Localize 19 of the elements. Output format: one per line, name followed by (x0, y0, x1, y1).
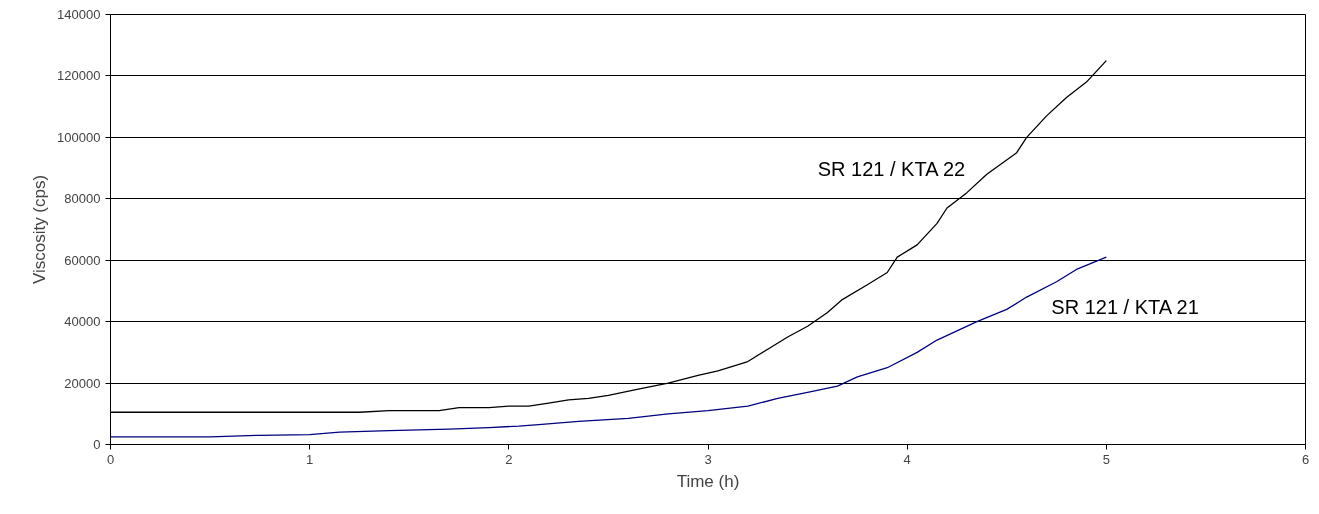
x-tick-label: 6 (1301, 451, 1310, 467)
x-tick-label: 0 (106, 451, 115, 467)
y-tick-label: 20000 (64, 375, 101, 391)
y-tick-label: 40000 (64, 314, 101, 330)
y-tick-label: 0 (93, 437, 101, 452)
y-tick-label: 100000 (57, 129, 101, 145)
y-tick-label: 80000 (64, 191, 101, 207)
x-tick-label: 1 (306, 451, 314, 467)
x-axis-title: Time (h) (676, 471, 740, 491)
y-tick-label: 140000 (57, 7, 101, 22)
series-label: SR 121 / KTA 21 (1051, 296, 1199, 319)
y-axis-title: Viscosity (cps) (30, 174, 50, 285)
y-tick-label: 120000 (57, 68, 101, 84)
series-label: SR 121 / KTA 22 (817, 157, 966, 180)
x-tick-label: 3 (704, 451, 712, 467)
x-tick-label: 2 (505, 451, 513, 467)
y-tick-label: 60000 (64, 252, 101, 268)
x-tick-label: 4 (903, 451, 911, 467)
x-tick-label: 5 (1102, 451, 1110, 467)
